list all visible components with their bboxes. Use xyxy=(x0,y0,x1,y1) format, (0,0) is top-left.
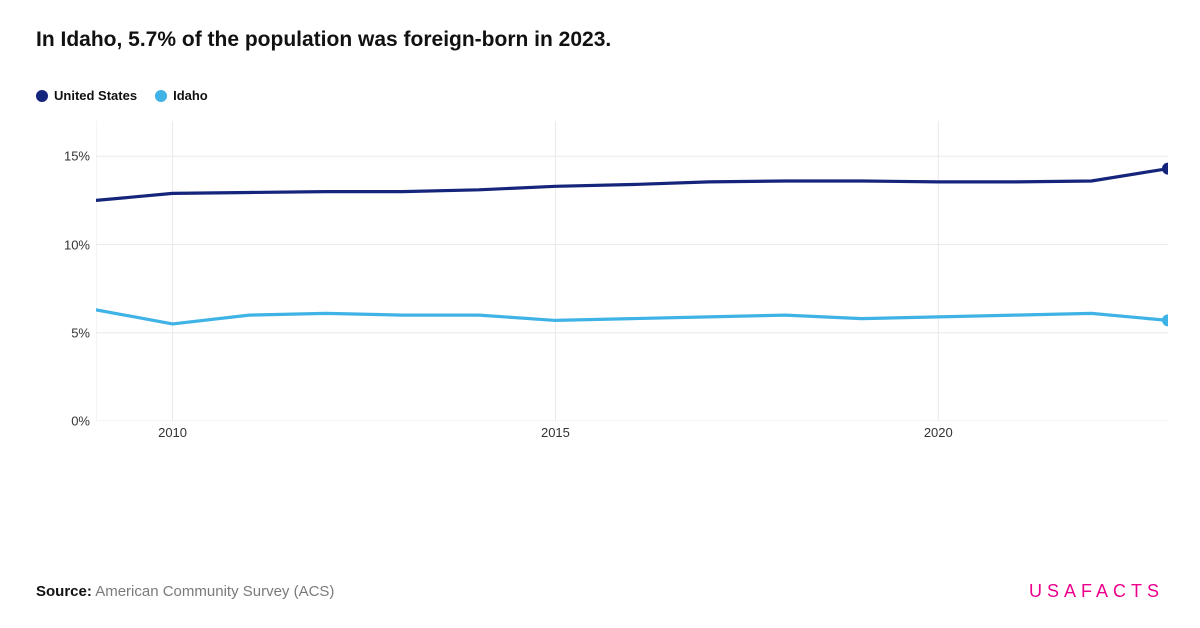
legend: United States Idaho xyxy=(36,88,1164,103)
x-tick-label: 2020 xyxy=(924,425,953,440)
y-tick-label: 10% xyxy=(64,237,90,252)
legend-label-idaho: Idaho xyxy=(173,88,208,103)
source-line: Source: American Community Survey (ACS) xyxy=(36,583,334,600)
chart-card: In Idaho, 5.7% of the population was for… xyxy=(0,0,1200,628)
plot-svg xyxy=(96,121,1168,421)
y-tick-label: 0% xyxy=(71,414,90,429)
logo-facts: FACTS xyxy=(1081,581,1164,601)
legend-item-us: United States xyxy=(36,88,137,103)
legend-item-idaho: Idaho xyxy=(155,88,208,103)
legend-dot-us xyxy=(36,90,48,102)
logo-usa: USA xyxy=(1029,581,1081,601)
y-tick-label: 5% xyxy=(71,325,90,340)
brand-logo: USAFACTS xyxy=(1029,581,1164,602)
legend-dot-idaho xyxy=(155,90,167,102)
x-tick-label: 2010 xyxy=(158,425,187,440)
source-label: Source: xyxy=(36,583,92,600)
x-axis-labels: 2010 2015 2020 xyxy=(96,425,1168,445)
chart-title: In Idaho, 5.7% of the population was for… xyxy=(36,28,1164,52)
x-tick-label: 2015 xyxy=(541,425,570,440)
legend-label-us: United States xyxy=(54,88,137,103)
source-value: American Community Survey (ACS) xyxy=(95,583,334,600)
y-axis-labels: 0%5%10%15% xyxy=(36,121,96,421)
y-tick-label: 15% xyxy=(64,149,90,164)
chart-area: 0%5%10%15% 201020152020 xyxy=(36,121,1168,421)
